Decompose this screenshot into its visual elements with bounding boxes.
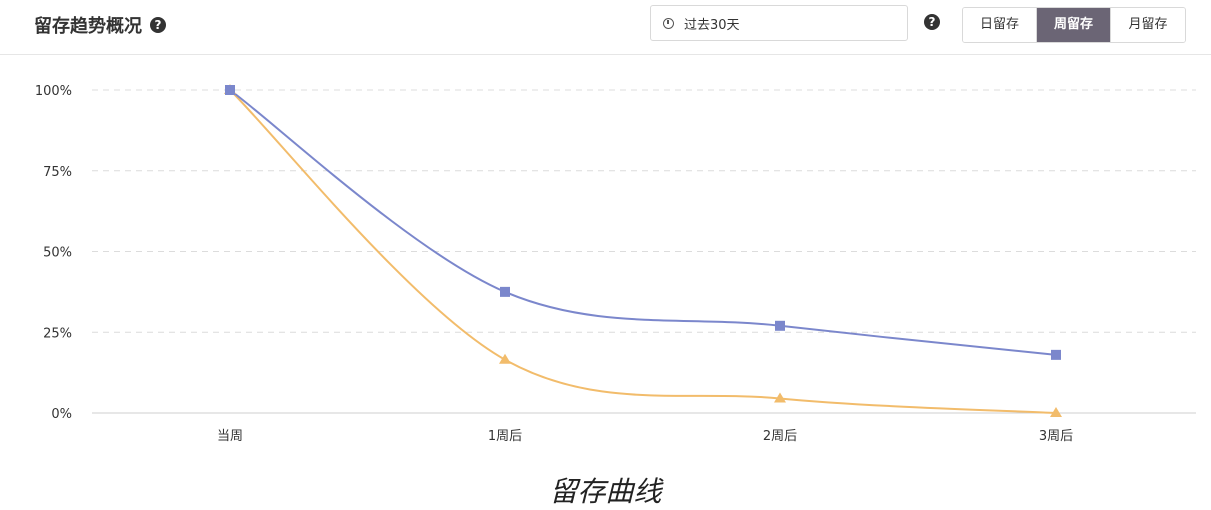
x-tick-label: 当周: [217, 429, 243, 444]
series-line: [229, 89, 1057, 414]
y-tick-label: 75%: [43, 165, 72, 180]
x-tick-label: 2周后: [763, 429, 797, 444]
date-range-picker[interactable]: 过去30天: [650, 5, 908, 41]
tab-daily-retention[interactable]: 日留存: [963, 8, 1037, 42]
data-point: [1051, 349, 1061, 360]
help-icon-2[interactable]: ?: [924, 14, 940, 30]
date-range-value: 过去30天: [684, 17, 740, 33]
y-tick-label: 100%: [35, 84, 72, 99]
data-point: [225, 85, 235, 95]
data-point: [774, 392, 786, 403]
figure-caption: 留存曲线: [549, 475, 662, 508]
y-tick-label: 25%: [43, 326, 72, 341]
data-point: [500, 286, 510, 297]
x-tick-label: 1周后: [488, 429, 522, 444]
retention-period-toggle: 日留存 周留存 月留存: [962, 7, 1186, 43]
data-point: [1050, 407, 1062, 417]
retention-line-chart: 0% 25% 50% 75% 100% 当周 1周后 2周后 3周后: [35, 84, 1196, 444]
title-text: 留存趋势概况: [34, 16, 142, 37]
tab-weekly-retention[interactable]: 周留存: [1037, 8, 1111, 42]
tab-monthly-retention[interactable]: 月留存: [1111, 8, 1185, 42]
page-title: 留存趋势概况 ?: [34, 12, 166, 38]
data-point: [775, 320, 785, 331]
help-icon[interactable]: ?: [150, 17, 166, 33]
data-point: [499, 353, 511, 364]
series-line: [229, 89, 1057, 356]
chart-header: 留存趋势概况 ? 过去30天 ? 日留存 周留存 月留存: [0, 0, 1211, 55]
y-tick-label: 50%: [43, 246, 72, 261]
y-tick-label: 0%: [51, 407, 72, 422]
x-tick-label: 3周后: [1039, 429, 1073, 444]
clock-icon: [663, 17, 674, 29]
